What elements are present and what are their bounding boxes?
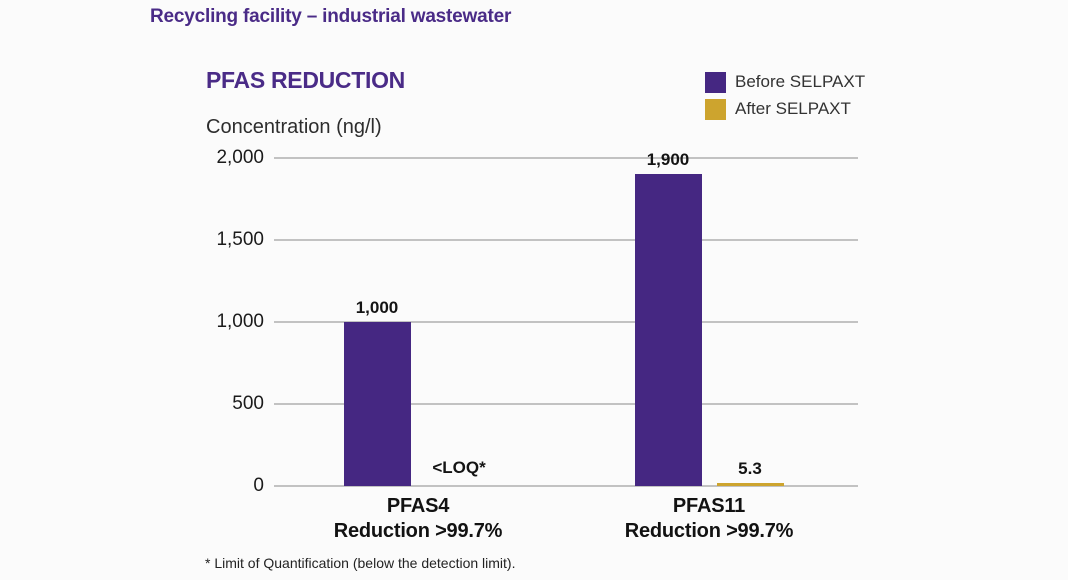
- y-tick-label: 0: [253, 475, 264, 496]
- plot-area: 0 500 1,000 1,500 2,000 1,000 1,900 <LOQ* 5.3: [216, 147, 858, 496]
- bar-value-label: 1,900: [646, 150, 690, 170]
- legend-item-before-selpaxt: Before SELPAXT: [705, 70, 865, 94]
- page-title: Recycling facility – industrial wastewat…: [150, 6, 512, 27]
- category-reduction: Reduction >99.7%: [333, 520, 503, 542]
- pfas11-after-bar: [716, 483, 784, 486]
- pfas11-before-bar: [634, 174, 702, 486]
- gridline: [274, 157, 858, 159]
- y-tick-label: 500: [232, 393, 264, 414]
- legend-label-after-selpaxt: After SELPAXT: [735, 99, 851, 118]
- after-selpaxt-swatch-icon: [705, 98, 726, 120]
- y-tick-label: 2,000: [216, 147, 264, 168]
- bar-value-label: 1,000: [355, 298, 399, 317]
- category-reduction: Reduction >99.7%: [624, 520, 794, 542]
- chart-title: PFAS REDUCTION: [206, 67, 405, 93]
- footnote: * Limit of Quantification (below the det…: [205, 555, 516, 571]
- legend-item-after-selpaxt: After SELPAXT: [705, 97, 865, 121]
- gridline: [274, 403, 858, 405]
- category-name: PFAS11: [672, 495, 746, 517]
- before-selpaxt-swatch-icon: [705, 71, 726, 93]
- pfas4-before-bar: [343, 322, 411, 486]
- gridline: [274, 485, 858, 487]
- bar-value-label: <LOQ*: [432, 458, 486, 477]
- y-tick-label: 1,000: [216, 311, 264, 332]
- legend-label-before-selpaxt: Before SELPAXT: [735, 72, 866, 91]
- y-axis-label: Concentration (ng/l): [206, 116, 382, 138]
- gridline: [274, 239, 858, 241]
- y-tick-label: 1,500: [216, 229, 264, 250]
- legend: Before SELPAXT After SELPAXT: [705, 70, 865, 124]
- category-label-pfas11: PFAS11 Reduction >99.7%: [549, 494, 869, 544]
- bar-value-label: 5.3: [738, 459, 762, 478]
- category-name: PFAS4: [386, 495, 450, 517]
- gridline: [274, 321, 858, 323]
- category-label-pfas4: PFAS4 Reduction >99.7%: [258, 494, 578, 544]
